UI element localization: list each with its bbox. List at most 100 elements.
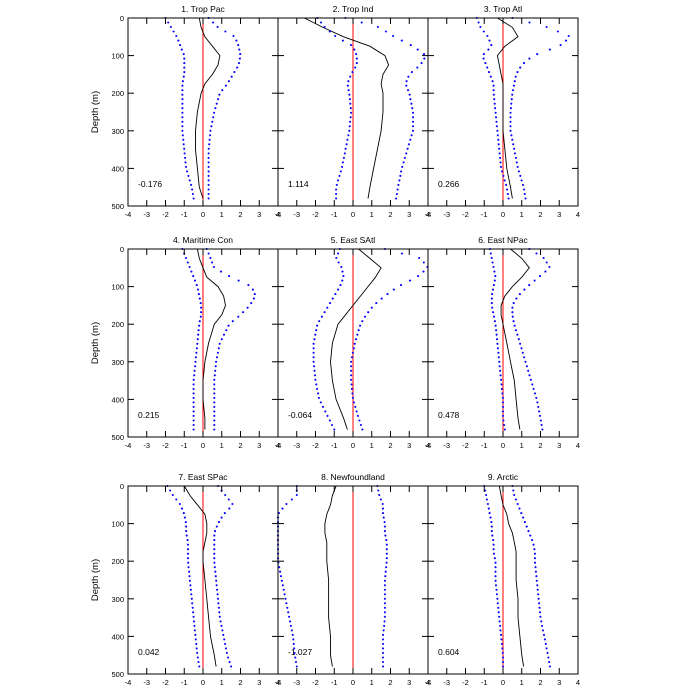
envelope-dot	[237, 315, 240, 318]
envelope-dot	[487, 48, 490, 51]
envelope-dot	[382, 629, 385, 632]
envelope-dot	[501, 660, 505, 664]
envelope-dot	[493, 98, 496, 101]
envelope-dot	[485, 493, 488, 497]
panel-8: 8. Newfoundland -4 -3 -2 -1 0 1 2 3 4 -1.027	[275, 472, 430, 687]
envelope-dot	[534, 570, 537, 573]
envelope-dot	[494, 275, 497, 278]
envelope-dot	[547, 656, 550, 659]
envelope-dot	[194, 633, 197, 636]
envelope-dot	[227, 656, 230, 659]
envelope-dot	[213, 534, 216, 537]
x-tick-label: 4	[576, 678, 580, 687]
envelope-dot	[172, 30, 175, 33]
envelope-dot	[279, 570, 282, 573]
envelope-dot	[355, 410, 358, 413]
envelope-dots	[181, 247, 203, 431]
panel-title: 8. Newfoundland	[321, 472, 385, 482]
envelope-dot	[212, 116, 215, 119]
mean-curve	[496, 17, 519, 199]
x-tick-label: 3	[407, 441, 411, 450]
x-tick-label: -1	[331, 210, 338, 219]
envelope-dot	[494, 575, 497, 578]
envelope-dot	[514, 75, 517, 78]
envelope-dot	[488, 39, 491, 42]
envelope-dot	[548, 48, 551, 51]
envelope-dot	[217, 602, 220, 605]
envelope-dot	[542, 256, 545, 260]
envelope-dot	[328, 30, 331, 33]
envelope-dot	[537, 597, 540, 600]
envelope-dot	[541, 629, 545, 632]
envelope-dot	[214, 575, 217, 578]
envelope-dot	[213, 530, 217, 533]
envelope-dot	[545, 261, 548, 264]
envelope-dot	[411, 125, 415, 128]
envelope-dot	[495, 125, 498, 128]
envelope-dot	[376, 25, 379, 29]
envelope-dot	[502, 174, 505, 177]
envelope-dot	[495, 588, 498, 591]
envelope-dot	[199, 315, 202, 318]
envelope-dot	[187, 174, 190, 177]
x-tick-label: 0	[201, 210, 205, 219]
envelope-dot	[313, 365, 316, 368]
envelope-dot	[523, 192, 526, 196]
y-tick-label: 300	[111, 595, 124, 604]
mean-curve	[500, 248, 530, 430]
envelope-dot	[191, 606, 194, 609]
envelope-dot	[320, 315, 323, 318]
envelope-dots	[213, 484, 234, 668]
mean-curve	[304, 17, 390, 199]
envelope-dot	[220, 516, 223, 519]
x-tick-label: 1	[370, 678, 374, 687]
envelope-dot	[532, 543, 535, 546]
envelope-dot	[383, 521, 386, 524]
envelope-dot	[524, 360, 527, 363]
envelope-dot	[490, 302, 493, 305]
envelope-dot	[416, 48, 419, 51]
envelope-dot	[350, 360, 353, 363]
envelope-dot	[326, 306, 329, 309]
envelope-dot	[355, 53, 358, 56]
y-tick-label: 300	[111, 358, 124, 367]
envelope-dot	[281, 584, 284, 587]
envelope-dot	[527, 369, 530, 372]
envelope-dots	[166, 484, 201, 668]
envelope-dot	[496, 347, 499, 350]
x-tick-label: -1	[481, 210, 488, 219]
envelope-dot	[350, 369, 353, 372]
envelope-dot	[533, 392, 537, 395]
envelope-dot	[381, 512, 385, 515]
envelope-dot	[195, 351, 198, 354]
envelope-dots	[488, 247, 506, 431]
envelope-dot	[367, 311, 370, 314]
panel-title: 4. Maritime Con	[173, 235, 233, 245]
envelope-dot	[312, 356, 315, 359]
envelope-dot	[199, 302, 202, 305]
y-tick-label: 0	[120, 482, 124, 491]
x-tick-label: 2	[538, 441, 542, 450]
envelope-dot	[501, 414, 505, 417]
envelope-dots	[312, 247, 345, 431]
envelope-dot	[192, 275, 195, 278]
envelope-dot	[213, 423, 216, 427]
envelope-dot	[540, 423, 543, 427]
envelope-dot	[493, 102, 496, 105]
envelope-dot	[545, 647, 548, 650]
envelope-dot	[416, 66, 419, 69]
envelope-dot	[348, 93, 351, 96]
envelope-dot	[384, 534, 387, 537]
envelope-dot	[352, 347, 355, 350]
envelope-dot	[500, 383, 503, 386]
envelope-dot	[227, 498, 230, 501]
envelope-dot	[350, 383, 353, 386]
envelope-dot	[334, 293, 337, 296]
envelope-dot	[495, 593, 498, 596]
envelope-dot	[194, 360, 197, 363]
envelope-dot	[535, 575, 538, 578]
envelope-dot	[215, 584, 218, 587]
envelope-dot	[287, 611, 290, 614]
envelope-dot	[381, 507, 385, 510]
envelope-dot	[525, 365, 528, 368]
